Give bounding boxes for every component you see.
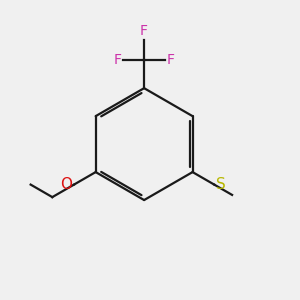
Text: S: S bbox=[216, 177, 226, 192]
Text: O: O bbox=[61, 177, 73, 192]
Text: F: F bbox=[167, 53, 175, 67]
Text: F: F bbox=[113, 53, 122, 67]
Text: F: F bbox=[140, 24, 148, 38]
